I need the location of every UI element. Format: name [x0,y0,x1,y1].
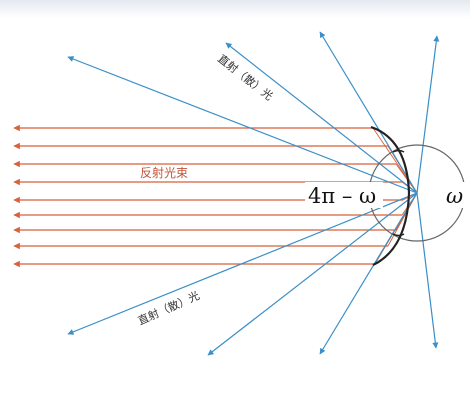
direct-ray [319,192,418,355]
inner-angle-label-bg [444,182,466,208]
direct-ray [416,35,440,194]
direct-light-label-lower: 直射（散）光 [136,288,202,328]
direct-ray [225,42,418,194]
angle-marker-lower [392,233,405,237]
reflected-beam-label: 反射光束 [140,165,188,180]
reflected-beam-rays [13,124,403,268]
outer-angle-label-bg [305,182,383,208]
top-fade-band [0,0,470,18]
direct-ray [319,31,418,194]
direct-ray [416,192,439,349]
parabolic-mirror [370,125,411,266]
outer-angle-label: 4π – ω [308,184,376,208]
direct-ray [67,56,418,194]
direct-ray [207,192,418,356]
direct-ray [67,192,418,335]
inner-angle-label: ω [446,184,463,208]
direct-light-rays [67,31,440,356]
direct-light-label-upper: 直射（散）光 [215,51,276,103]
